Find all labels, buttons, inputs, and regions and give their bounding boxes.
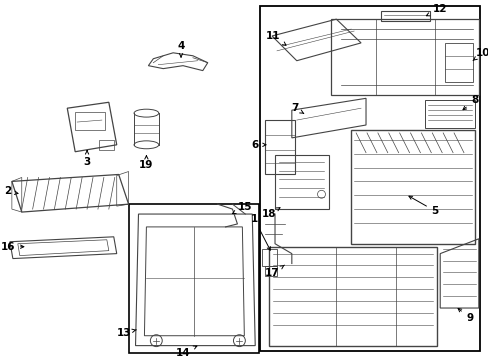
Text: 15: 15 <box>232 202 252 213</box>
Bar <box>264 266 276 276</box>
Text: 10: 10 <box>472 48 488 60</box>
Text: 19: 19 <box>139 156 153 170</box>
Bar <box>264 120 294 175</box>
Bar <box>444 43 472 82</box>
Bar <box>128 204 259 352</box>
Text: 14: 14 <box>175 346 197 357</box>
Bar <box>274 155 329 209</box>
Text: 2: 2 <box>4 186 18 196</box>
Text: 6: 6 <box>251 140 265 150</box>
Text: 18: 18 <box>261 208 280 219</box>
Text: 8: 8 <box>462 95 477 110</box>
Bar <box>262 249 276 266</box>
Bar <box>350 130 474 244</box>
Text: 17: 17 <box>264 265 284 278</box>
Bar <box>425 100 474 128</box>
Bar <box>99 140 114 150</box>
Text: 7: 7 <box>290 103 303 113</box>
Bar <box>260 6 479 351</box>
Text: 1: 1 <box>250 214 270 250</box>
Bar <box>75 112 104 130</box>
Text: 16: 16 <box>0 242 24 252</box>
Text: 11: 11 <box>265 31 285 45</box>
Text: 12: 12 <box>426 4 447 16</box>
Text: 13: 13 <box>116 328 136 338</box>
Bar <box>268 247 436 346</box>
Text: 9: 9 <box>457 309 472 323</box>
Text: 5: 5 <box>408 196 438 216</box>
Text: 4: 4 <box>177 41 184 57</box>
Text: 3: 3 <box>83 151 90 167</box>
